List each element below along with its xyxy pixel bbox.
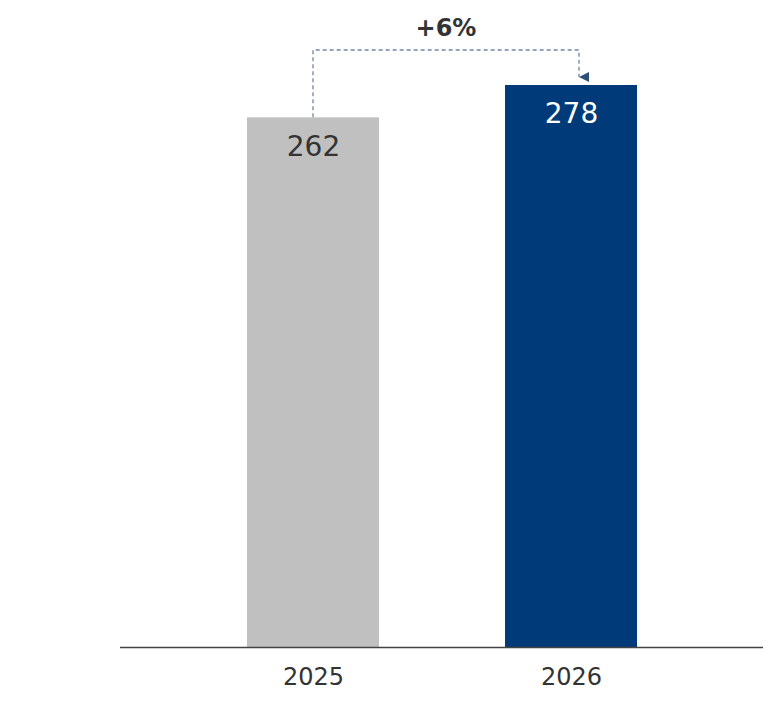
svg-text:+6%: +6%: [416, 14, 477, 42]
svg-text:262: 262: [287, 130, 340, 163]
svg-text:278: 278: [545, 97, 598, 130]
svg-text:2026: 2026: [541, 663, 602, 691]
svg-text:2025: 2025: [283, 663, 344, 691]
